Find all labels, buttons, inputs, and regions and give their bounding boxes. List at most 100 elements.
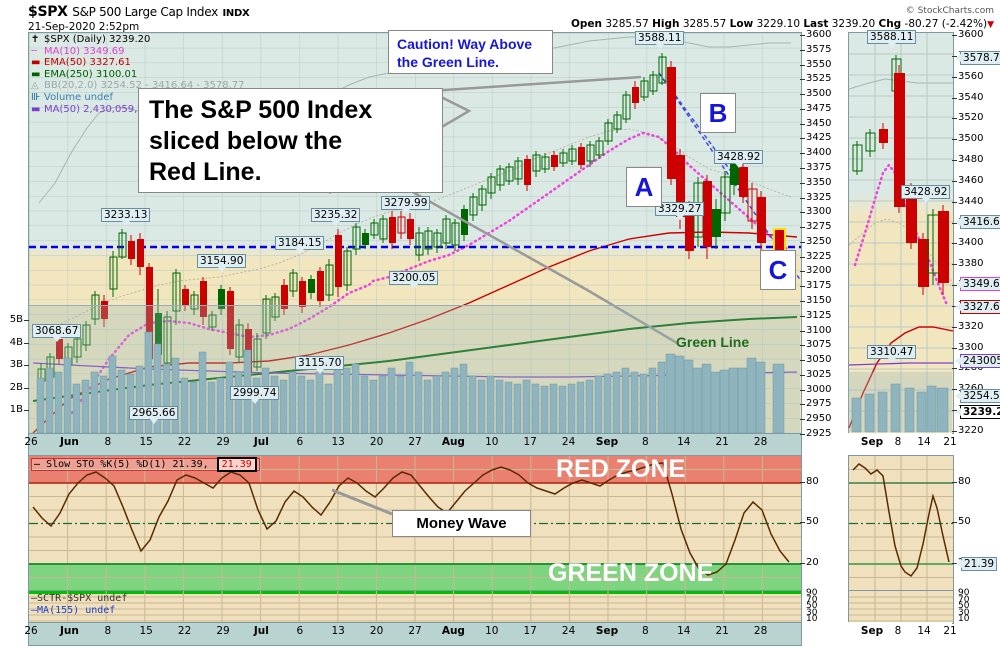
date-label-bottom-26: 26 <box>24 625 38 637</box>
stockcharts-attribution: © StockCharts.com <box>905 6 994 16</box>
right-price-tick-mark <box>952 264 957 266</box>
annotation-line-3: Red Line. <box>149 158 262 186</box>
sctr-pane[interactable]: —SCTR-$SPX undef —MA(155) undef <box>28 590 802 624</box>
line-swatch-icon: — <box>31 593 38 604</box>
down-arrow-icon: ▼ <box>987 20 994 30</box>
price-tick-mark <box>800 79 805 81</box>
right-sto-tick-50: 50 <box>958 516 971 527</box>
right-price-tick-mark <box>952 368 957 370</box>
right-price-tick-3540: 3540 <box>958 91 984 103</box>
caution-annotation-box: Caution! Way Above the Green Line. <box>388 30 553 74</box>
right-price-tick-mark <box>952 201 957 203</box>
price-tick-2925: 2925 <box>806 428 832 439</box>
caution-line-1: Caution! Way Above <box>397 36 533 52</box>
price-tick-mark <box>800 123 805 125</box>
volume-tick-mark <box>24 365 29 366</box>
legend-row-ema50: ▬ EMA(50) 3327.61 <box>31 57 131 69</box>
marker-a: A <box>626 167 662 207</box>
symbol-ticker: $SPX <box>28 4 68 20</box>
sctr-tick-30: 30 <box>806 607 818 618</box>
right-price-tick-mark <box>952 389 957 391</box>
price-tick-mark <box>800 271 805 273</box>
right-stochastic-value: 21.39 <box>955 557 998 571</box>
sto-tick-mark <box>800 482 805 483</box>
sctr-tick-10: 10 <box>806 614 818 624</box>
right-price-tick-3520: 3520 <box>958 112 984 124</box>
open-label: Open <box>570 18 603 30</box>
price-tick-3500: 3500 <box>806 88 832 100</box>
right-sto-tick-80: 80 <box>958 476 971 487</box>
price-tick-mark <box>800 389 805 391</box>
date-label-29: 29 <box>216 436 230 448</box>
open-value: 3285.57 <box>605 18 649 30</box>
legend-row-ma10: ╌ MA(10) 3349.69 <box>31 45 125 57</box>
right-price-tick-mark <box>952 118 957 120</box>
date-label-bottom-8: 8 <box>642 625 649 637</box>
money-wave-leader-line <box>331 488 393 516</box>
right-price-tick-mark <box>952 35 957 36</box>
right-price-tick-mark <box>952 305 957 307</box>
stochastic-legend-text: Slow STO %K(5) %D(1) 21.39, <box>46 459 209 470</box>
right-price-tick-mark <box>952 160 957 162</box>
date-label-bottom-Sep: Sep <box>595 625 619 637</box>
solid-line-icon: ▬ <box>31 57 41 69</box>
marker-b: B <box>700 93 736 133</box>
right-price-tick-mark <box>952 55 957 57</box>
volume-tick-1B: 1B <box>9 404 23 415</box>
right-price-tick-mark <box>952 243 957 245</box>
price-tick-3150: 3150 <box>806 295 832 306</box>
right-date-bottom-14: 14 <box>917 625 931 637</box>
sctr-legend: —SCTR-$SPX undef —MA(155) undef <box>31 593 127 617</box>
date-label-bottom-28: 28 <box>753 625 768 637</box>
right-stochastic-svg <box>849 456 953 591</box>
chg-value: -80.27 (-2.42%) <box>904 18 988 30</box>
right-price-tick-3480: 3480 <box>958 154 984 166</box>
right-date-axis <box>848 433 952 455</box>
date-label-bottom-15: 15 <box>139 625 153 637</box>
date-label-14: 14 <box>677 436 691 448</box>
sctr-tick-90: 90 <box>806 588 818 598</box>
price-tick-mark <box>800 212 805 214</box>
price-tick-3000: 3000 <box>806 383 832 395</box>
date-label-bottom-22: 22 <box>177 625 192 637</box>
right-sctr-pane[interactable] <box>848 590 954 624</box>
price-tick-mark <box>800 227 805 229</box>
right-axis-volma: 2430059 <box>955 354 1000 368</box>
date-label-bottom-8: 8 <box>104 625 112 637</box>
right-price-pane[interactable]: 3588.11 3428.92 3310.47 <box>848 30 954 434</box>
volume-pane <box>28 305 800 434</box>
caution-line-2: the Green Line. <box>397 54 499 70</box>
right-date-axis-bottom <box>848 622 952 644</box>
date-label-22: 22 <box>177 436 192 448</box>
right-sctr-svg <box>849 591 953 623</box>
price-tick-mark <box>800 286 805 288</box>
right-date-bottom-Sep: Sep <box>860 625 884 637</box>
right-axis-bb-upper: 3578.77 <box>954 51 1000 65</box>
stochastic-svg <box>29 456 801 591</box>
price-callout-3588: 3588.11 <box>635 31 685 49</box>
price-tick-mark <box>800 241 805 243</box>
marker-c: C <box>760 250 796 290</box>
right-stochastic-pane[interactable]: 21.39 <box>848 455 998 592</box>
right-callout-low: 3310.47 <box>867 345 917 363</box>
price-tick-mark <box>800 419 805 421</box>
price-tick-mark <box>800 330 805 332</box>
right-axis-ma10: 3349.69 <box>954 277 1000 291</box>
right-price-tick-3500: 3500 <box>958 133 984 145</box>
right-sto-tick-mark <box>952 482 957 483</box>
price-tick-mark <box>800 374 805 376</box>
price-callout-3200: 3200.05 <box>389 271 439 289</box>
right-price-tick-mark <box>952 347 957 349</box>
price-callout-3068: 3068.67 <box>32 324 82 342</box>
price-tick-mark <box>800 153 805 155</box>
annotation-line-1: The S&P 500 Index <box>149 96 373 124</box>
green-line-label: Green Line <box>676 334 750 350</box>
main-annotation-box: The S&P 500 Index sliced below the Red L… <box>138 88 443 193</box>
right-price-tick-mark <box>952 326 957 328</box>
price-tick-3275: 3275 <box>806 221 832 233</box>
date-label-Aug: Aug <box>441 436 465 448</box>
date-label-27: 27 <box>408 436 422 448</box>
price-tick-3425: 3425 <box>806 132 832 144</box>
right-sctr-tick-30: 30 <box>958 607 970 618</box>
price-tick-3575: 3575 <box>806 43 832 55</box>
